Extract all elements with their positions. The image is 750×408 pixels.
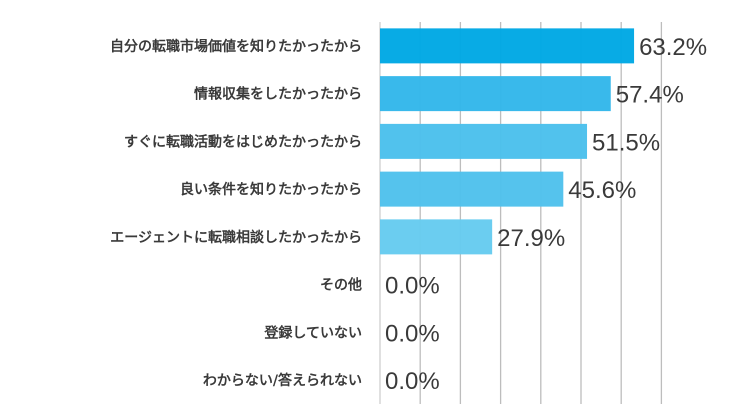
category-label: 良い条件を知りたかったから — [180, 181, 362, 198]
category-label: わからない/答えられない — [203, 372, 362, 389]
data-label: 51.5% — [592, 129, 660, 156]
bar — [380, 219, 493, 255]
data-label: 45.6% — [568, 177, 636, 204]
data-label: 63.2% — [639, 34, 707, 61]
data-label: 57.4% — [616, 82, 684, 109]
data-label: 27.9% — [497, 225, 565, 252]
bar — [380, 123, 588, 159]
bar — [380, 76, 611, 112]
category-label: その他 — [320, 277, 362, 294]
data-label: 0.0% — [385, 368, 440, 395]
bar — [380, 28, 635, 64]
category-label: エージェントに転職相談したかったから — [110, 229, 362, 246]
category-label: 自分の転職市場価値を知りたかったから — [110, 38, 362, 55]
data-label: 0.0% — [385, 273, 440, 300]
bar — [380, 171, 564, 207]
data-label: 0.0% — [385, 320, 440, 347]
category-label: すぐに転職活動をはじめたかったから — [124, 133, 362, 150]
category-label: 登録していない — [263, 324, 362, 341]
category-label: 情報収集をしたかったから — [194, 86, 362, 103]
